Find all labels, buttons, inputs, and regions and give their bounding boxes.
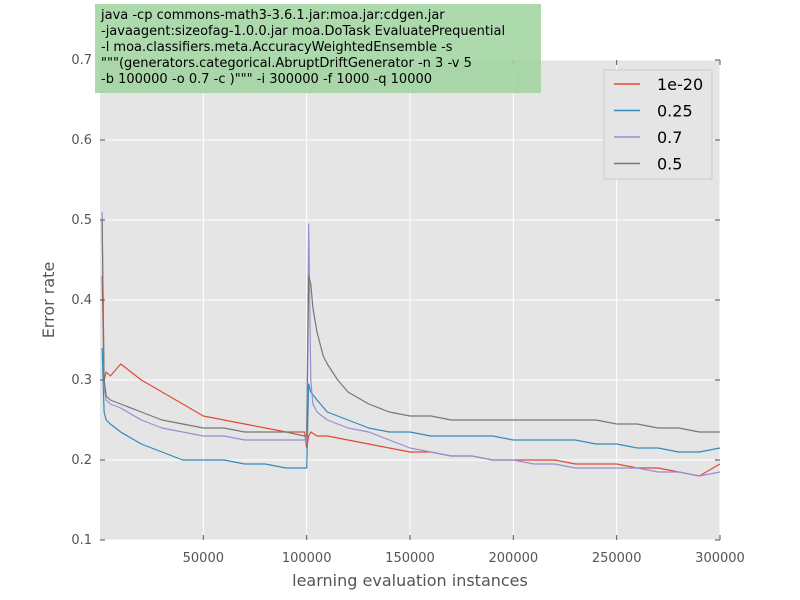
y-tick-label: 0.1	[71, 533, 92, 548]
series-line-0.5	[101, 219, 720, 437]
y-tick-label: 0.2	[71, 453, 92, 468]
legend-label: 0.5	[657, 155, 682, 174]
y-tick-label: 0.7	[71, 53, 92, 68]
annotation-line: java -cp commons-math3-3.6.1.jar:moa.jar…	[100, 8, 445, 23]
y-tick-label: 0.5	[71, 213, 92, 228]
series-line-1e-20	[101, 275, 721, 477]
annotation-box	[95, 4, 541, 93]
series-layer	[101, 211, 721, 477]
series-line-0.25	[101, 347, 721, 469]
command-annotation: java -cp commons-math3-3.6.1.jar:moa.jar…	[95, 4, 541, 93]
legend-label: 0.7	[657, 128, 682, 147]
annotation-line: -l moa.classifiers.meta.AccuracyWeighted…	[101, 40, 453, 55]
legend-label: 0.25	[657, 102, 693, 121]
legend-label: 1e-20	[657, 75, 703, 94]
x-tick-label: 150000	[385, 551, 435, 566]
annotation-line: -b 100000 -o 0.7 -c )""" -i 300000 -f 10…	[101, 72, 432, 87]
x-axis-label: learning evaluation instances	[292, 571, 528, 590]
x-tick-label: 200000	[489, 551, 539, 566]
y-tick-label: 0.6	[71, 133, 92, 148]
x-axis-ticks: 50000 100000 150000 200000 250000 300000	[183, 60, 745, 566]
x-tick-label: 50000	[183, 551, 224, 566]
x-tick-label: 300000	[695, 551, 745, 566]
annotation-line: """(generators.categorical.AbruptDriftGe…	[101, 56, 472, 71]
y-axis-label: Error rate	[39, 262, 58, 339]
annotation-line: -javaagent:sizeofag-1.0.0.jar moa.DoTask…	[101, 24, 505, 39]
y-tick-label: 0.4	[71, 293, 92, 308]
y-tick-label: 0.3	[71, 373, 92, 388]
series-line-0.7	[101, 211, 721, 477]
y-axis-ticks: 0.1 0.2 0.3 0.4 0.5 0.6 0.7	[71, 53, 720, 548]
legend: 1e-20 0.25 0.7 0.5	[603, 69, 713, 180]
x-tick-label: 250000	[592, 551, 642, 566]
x-tick-label: 100000	[282, 551, 332, 566]
legend-box	[603, 69, 713, 180]
